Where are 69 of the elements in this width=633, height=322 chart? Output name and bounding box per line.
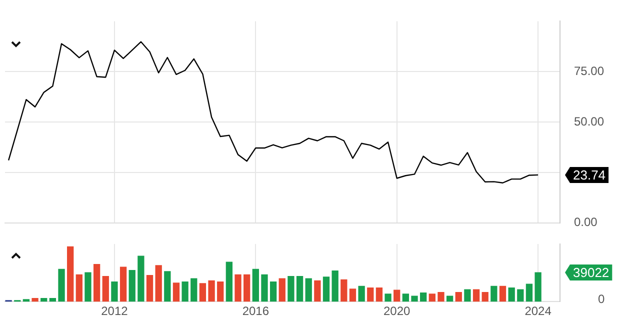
annotation: 39022: [573, 265, 610, 280]
text: 0: [598, 292, 605, 306]
bar: [155, 265, 162, 302]
bar: [288, 276, 294, 302]
bar: [128, 270, 136, 302]
bar: [349, 288, 356, 302]
y-tick-label: 75.00: [574, 64, 604, 78]
bar: [322, 276, 330, 302]
bar: [517, 289, 524, 302]
bar: [296, 276, 304, 302]
bar: [146, 274, 154, 302]
x-tick-label: 2012: [101, 304, 128, 318]
bar: [490, 286, 498, 302]
bar: [332, 270, 338, 302]
x-tick-label: 2016: [242, 304, 270, 318]
bar: [446, 296, 454, 302]
bar: [40, 298, 48, 302]
bar: [49, 298, 56, 302]
bar: [314, 280, 321, 302]
bar: [384, 294, 392, 302]
y-tick-label: 0.00: [574, 215, 598, 230]
bar: [261, 274, 268, 302]
bar: [244, 274, 250, 302]
bar: [394, 290, 400, 302]
bar: [508, 288, 515, 302]
bar: [93, 264, 100, 302]
y-tick-label: 50.00: [574, 114, 604, 128]
bar: [482, 292, 488, 302]
bar: [120, 266, 127, 302]
bar: [252, 268, 259, 302]
bar: [376, 288, 383, 302]
bar: [526, 284, 533, 302]
bar: [234, 274, 242, 302]
bar: [438, 292, 444, 302]
bar: [102, 276, 109, 302]
x-tick-label: 2020: [384, 304, 411, 318]
bar: [76, 274, 82, 302]
bar: [534, 272, 542, 302]
bar: [270, 282, 277, 302]
bar: [84, 272, 92, 302]
bar: [428, 294, 436, 302]
bar: [411, 296, 418, 302]
bar: [402, 294, 410, 302]
annotation: 23.74: [573, 168, 606, 183]
bar: [182, 282, 188, 302]
bar: [455, 292, 462, 302]
bar: [226, 262, 233, 302]
bar: [217, 282, 224, 302]
bar: [67, 246, 74, 302]
bar: [58, 268, 65, 302]
bar: [138, 256, 144, 302]
bar: [190, 278, 198, 302]
bar: [164, 271, 171, 302]
bar: [358, 286, 365, 302]
bar: [199, 283, 206, 302]
bar: [278, 278, 286, 302]
bar: [111, 282, 118, 302]
bar: [472, 289, 480, 302]
bar: [420, 292, 427, 302]
bar: [464, 289, 471, 302]
bar: [172, 282, 180, 302]
bar: [22, 299, 30, 302]
bar: [367, 288, 374, 302]
bar: [499, 286, 506, 302]
bar: [305, 278, 312, 302]
bar: [340, 279, 348, 302]
bar: [208, 280, 215, 302]
bar: [32, 298, 38, 302]
x-tick-label: 2024: [524, 304, 552, 318]
